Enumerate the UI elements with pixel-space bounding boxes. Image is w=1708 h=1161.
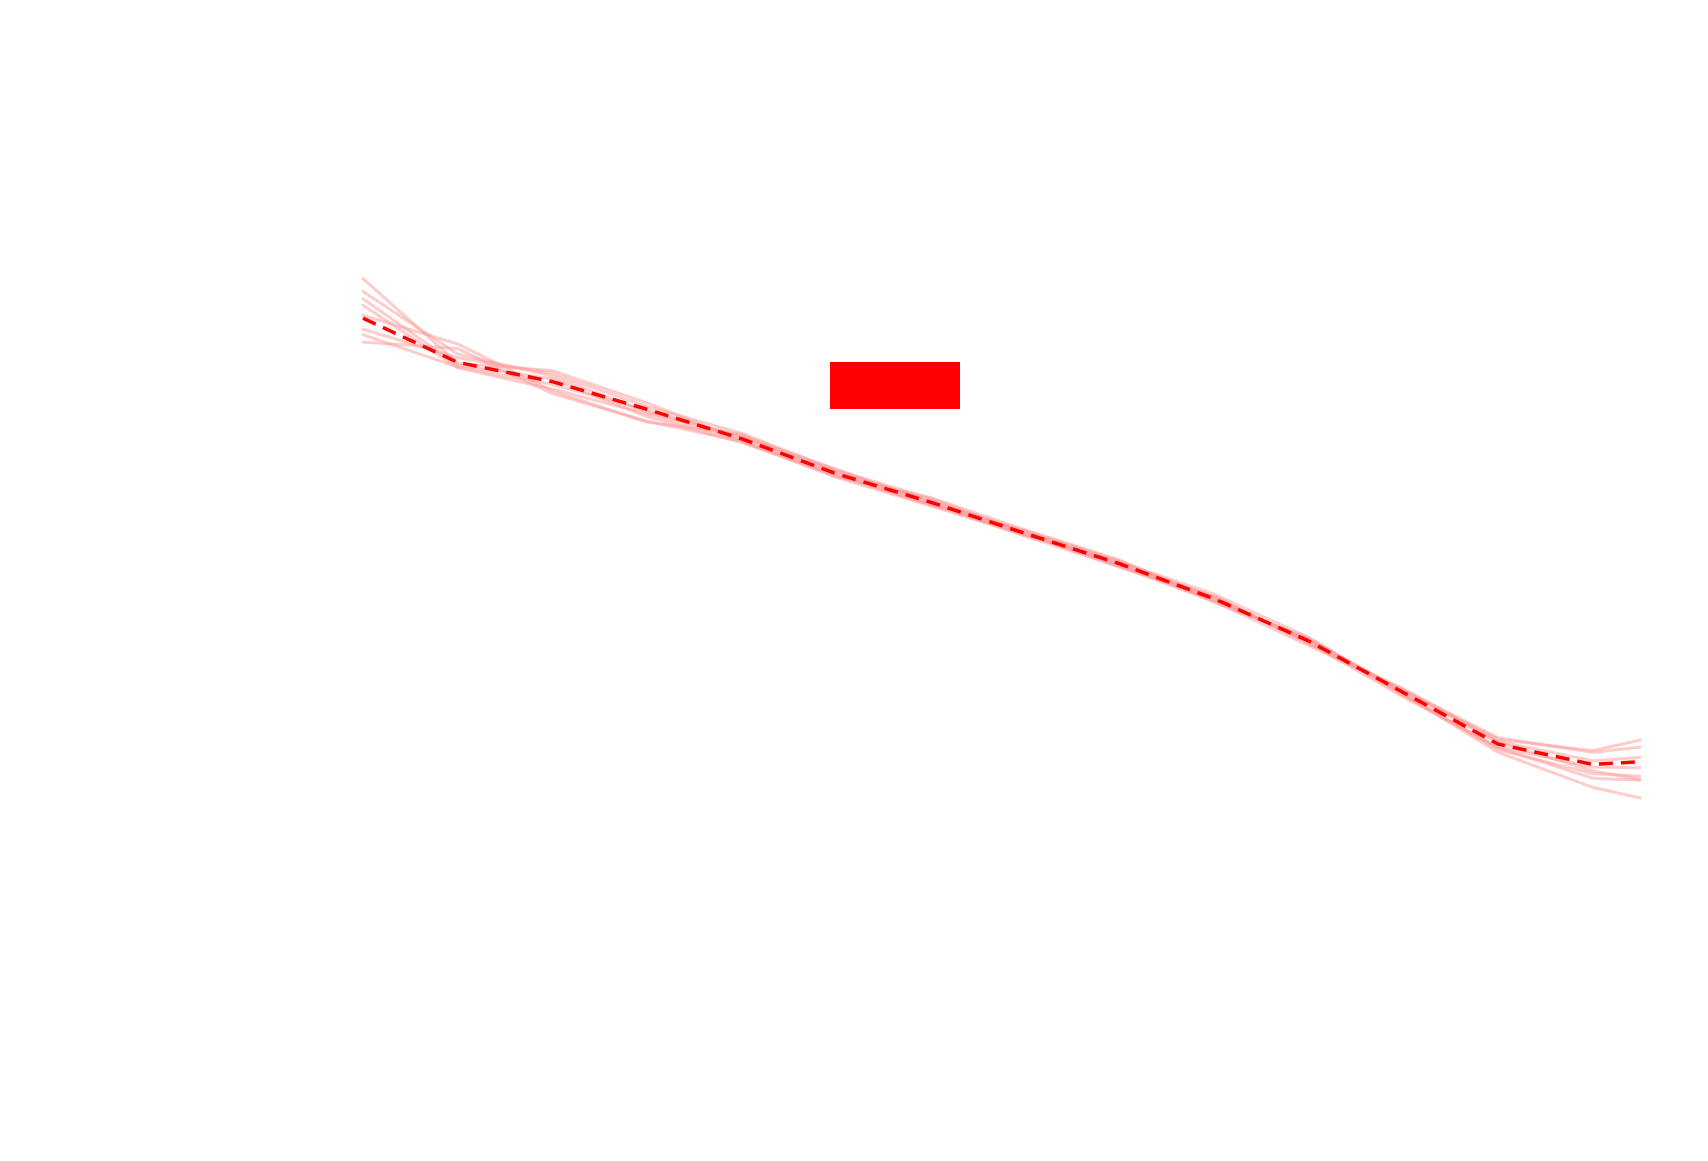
ensemble-series-line-8	[361, 277, 1641, 778]
mean-series-line	[362, 316, 1641, 767]
legend-swatch-1	[830, 362, 960, 409]
mean-line-group	[362, 316, 1641, 767]
legend	[830, 362, 960, 409]
ensemble-series-line-7	[361, 313, 1641, 763]
